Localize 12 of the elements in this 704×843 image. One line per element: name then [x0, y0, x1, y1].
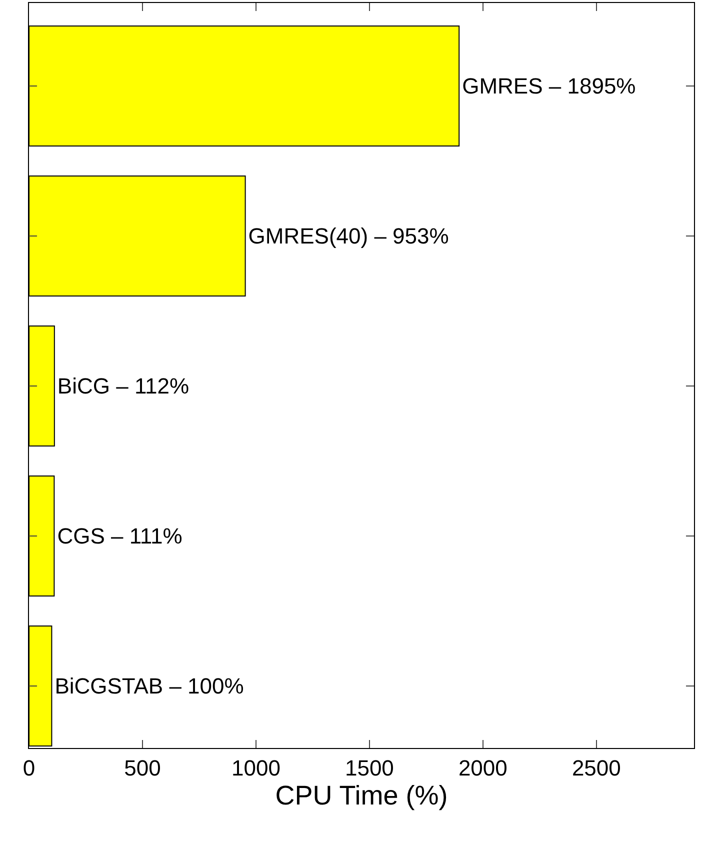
- x-tick-label: 500: [124, 755, 161, 780]
- x-tick-label: 0: [22, 755, 36, 780]
- x-axis-title: CPU Time (%): [275, 780, 448, 810]
- category-label: GMRES – 1895%: [462, 73, 636, 98]
- x-tick-label: 2500: [572, 755, 621, 780]
- x-tick-label: 2000: [458, 755, 508, 780]
- category-label: CGS – 111%: [57, 524, 182, 549]
- x-tick-label: 1500: [344, 755, 394, 780]
- category-label: BiCG – 112%: [57, 374, 190, 398]
- category-label: GMRES(40) – 953%: [248, 223, 449, 248]
- x-tick-label: 1000: [231, 755, 280, 780]
- category-label: BiCGSTAB – 100%: [54, 674, 244, 699]
